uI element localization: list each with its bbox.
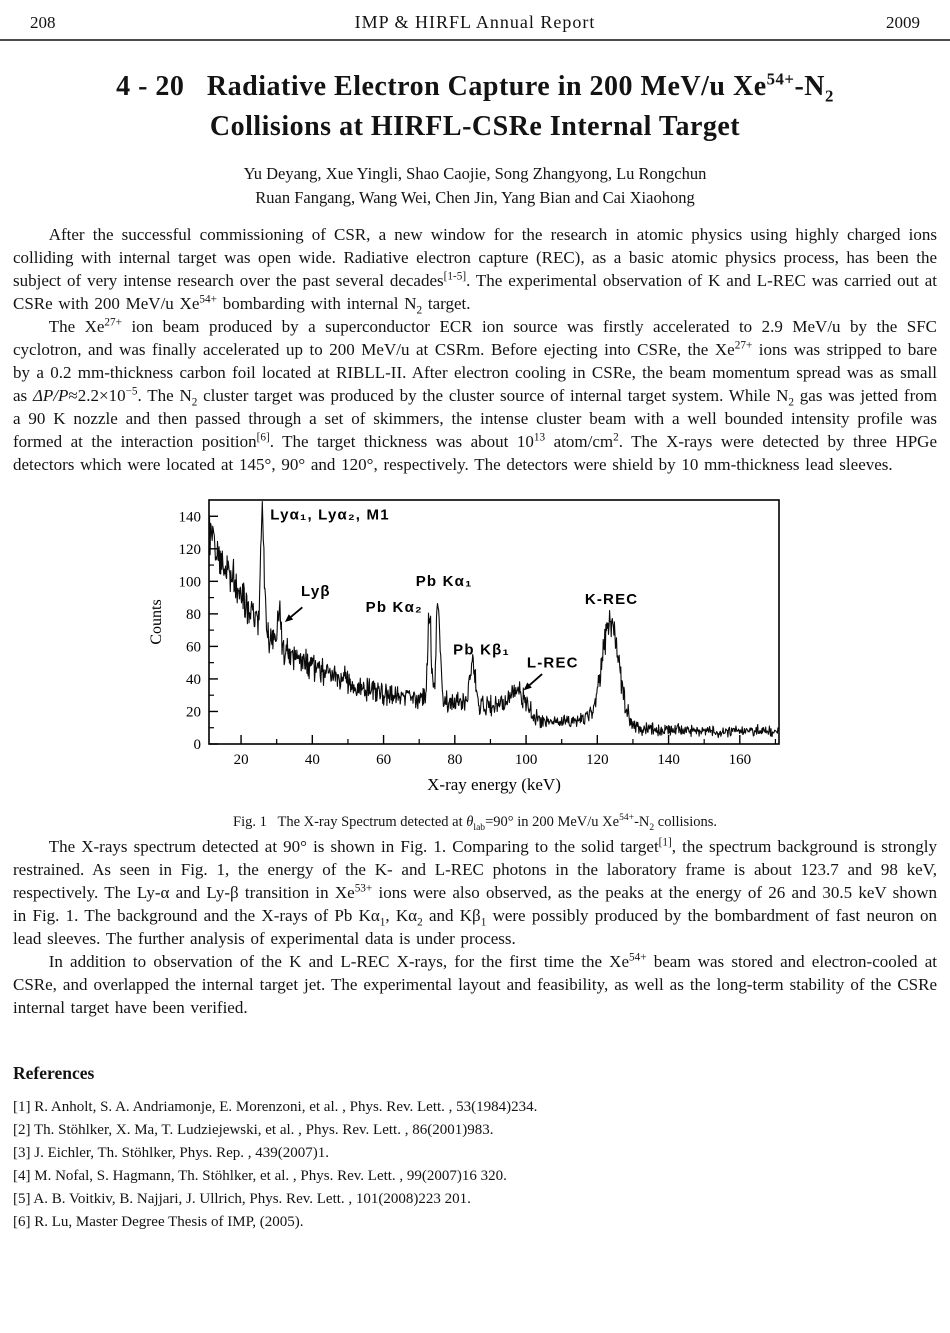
y-tick-label: 60	[186, 639, 201, 655]
y-tick-label: 20	[186, 704, 201, 720]
reference-item-5: [5] A. B. Voitkiv, B. Najjari, J. Ullric…	[13, 1191, 471, 1207]
annotation-arrow-head-1	[284, 614, 294, 622]
x-tick-label: 60	[376, 752, 391, 768]
plot-frame	[208, 499, 780, 745]
y-tick-label: 120	[179, 542, 202, 558]
spectrum-svg: 20 40 60 80 100 120 140 160 0 20 40 60 80 100 120 140 X-…	[148, 499, 780, 794]
peak-annotation-6: L-REC	[527, 655, 579, 672]
references-list: [1] R. Anholt, S. A. Andriamonje, E. Mor…	[13, 1096, 937, 1234]
x-axis-label: X-ray energy (keV)	[427, 775, 561, 794]
reference-item-6: [6] R. Lu, Master Degree Thesis of IMP, …	[13, 1214, 304, 1230]
peak-annotation-1: Lyα₁, Lyα₂, M1	[270, 507, 390, 524]
x-tick-label: 140	[657, 752, 680, 768]
reference-item-4: [4] M. Nofal, S. Hagmann, Th. Stöhlker, …	[13, 1168, 507, 1184]
x-tick-label: 120	[586, 752, 609, 768]
y-tick-label: 100	[179, 574, 202, 590]
y-axis-label: Counts	[148, 599, 165, 644]
reference-item-3: [3] J. Eichler, Th. Stöhlker, Phys. Rep.…	[13, 1145, 329, 1161]
peak-annotation-7: K-REC	[585, 591, 639, 608]
figure-caption: Fig. 1 The X-ray Spectrum detected at θl…	[233, 812, 717, 833]
x-tick-label: 40	[305, 752, 320, 768]
journal-title: IMP & HIRFL Annual Report	[354, 12, 596, 32]
y-tick-label: 0	[194, 737, 202, 753]
peak-annotation-3: Pb Kα₂	[366, 599, 423, 616]
annotation-arrow-head-2	[523, 682, 532, 691]
authors-line-1: Yu Deyang, Xue Yingli, Shao Caojie, Song…	[243, 164, 707, 183]
article-body-after-figure: The X-rays spectrum detected at 90° is s…	[13, 835, 937, 1019]
author-list: Yu Deyang, Xue Yingli, Shao Caojie, Song…	[0, 162, 950, 210]
x-tick-label: 160	[729, 752, 752, 768]
authors-line-2: Ruan Fangang, Wang Wei, Chen Jin, Yang B…	[255, 188, 695, 207]
title-line-1: 4 - 20 Radiative Electron Capture in 200…	[116, 69, 834, 106]
paragraph-2: The Xe27+ ion beam produced by a superco…	[13, 316, 938, 474]
y-tick-label: 140	[179, 509, 202, 525]
paragraph-3: The X-rays spectrum detected at 90° is s…	[13, 836, 937, 948]
annotation-arrow-line-2	[528, 673, 543, 686]
spectrum-line	[208, 501, 780, 739]
peak-annotation-5: Pb Kβ₁	[453, 642, 510, 659]
references-title: References	[13, 1063, 95, 1083]
peak-annotation-2: Lyβ	[301, 583, 331, 600]
title-line-2: Collisions at HIRFL-CSRe Internal Target	[209, 111, 741, 142]
y-tick-label: 40	[186, 672, 201, 688]
report-year: 2009	[886, 13, 920, 32]
x-tick-label: 20	[234, 752, 249, 768]
x-tick-label: 80	[447, 752, 462, 768]
reference-item-2: [2] Th. Stöhlker, X. Ma, T. Ludziejewski…	[13, 1122, 494, 1138]
article-title: 4 - 20 Radiative Electron Capture in 200…	[10, 67, 940, 147]
annotation-arrow-line-1	[290, 606, 303, 618]
page-header: 208 IMP & HIRFL Annual Report 2009	[0, 0, 950, 39]
page-number: 208	[30, 13, 56, 32]
x-tick-label: 100	[515, 752, 538, 768]
paragraph-4: In addition to observation of the K and …	[13, 951, 937, 1017]
article-body: After the successful commissioning of CS…	[13, 223, 937, 476]
peak-annotation-4: Pb Kα₁	[416, 573, 473, 590]
reference-item-1: [1] R. Anholt, S. A. Andriamonje, E. Mor…	[13, 1099, 538, 1115]
paragraph-1: After the successful commissioning of CS…	[13, 225, 938, 317]
header-rule	[0, 39, 950, 41]
figure-chart: 20 40 60 80 100 120 140 160 0 20 40 60 80 100 120 140 X-…	[145, 486, 805, 807]
y-tick-label: 80	[186, 607, 201, 623]
figure-1: 20 40 60 80 100 120 140 160 0 20 40 60 80 100 120 140 X-…	[145, 486, 805, 833]
